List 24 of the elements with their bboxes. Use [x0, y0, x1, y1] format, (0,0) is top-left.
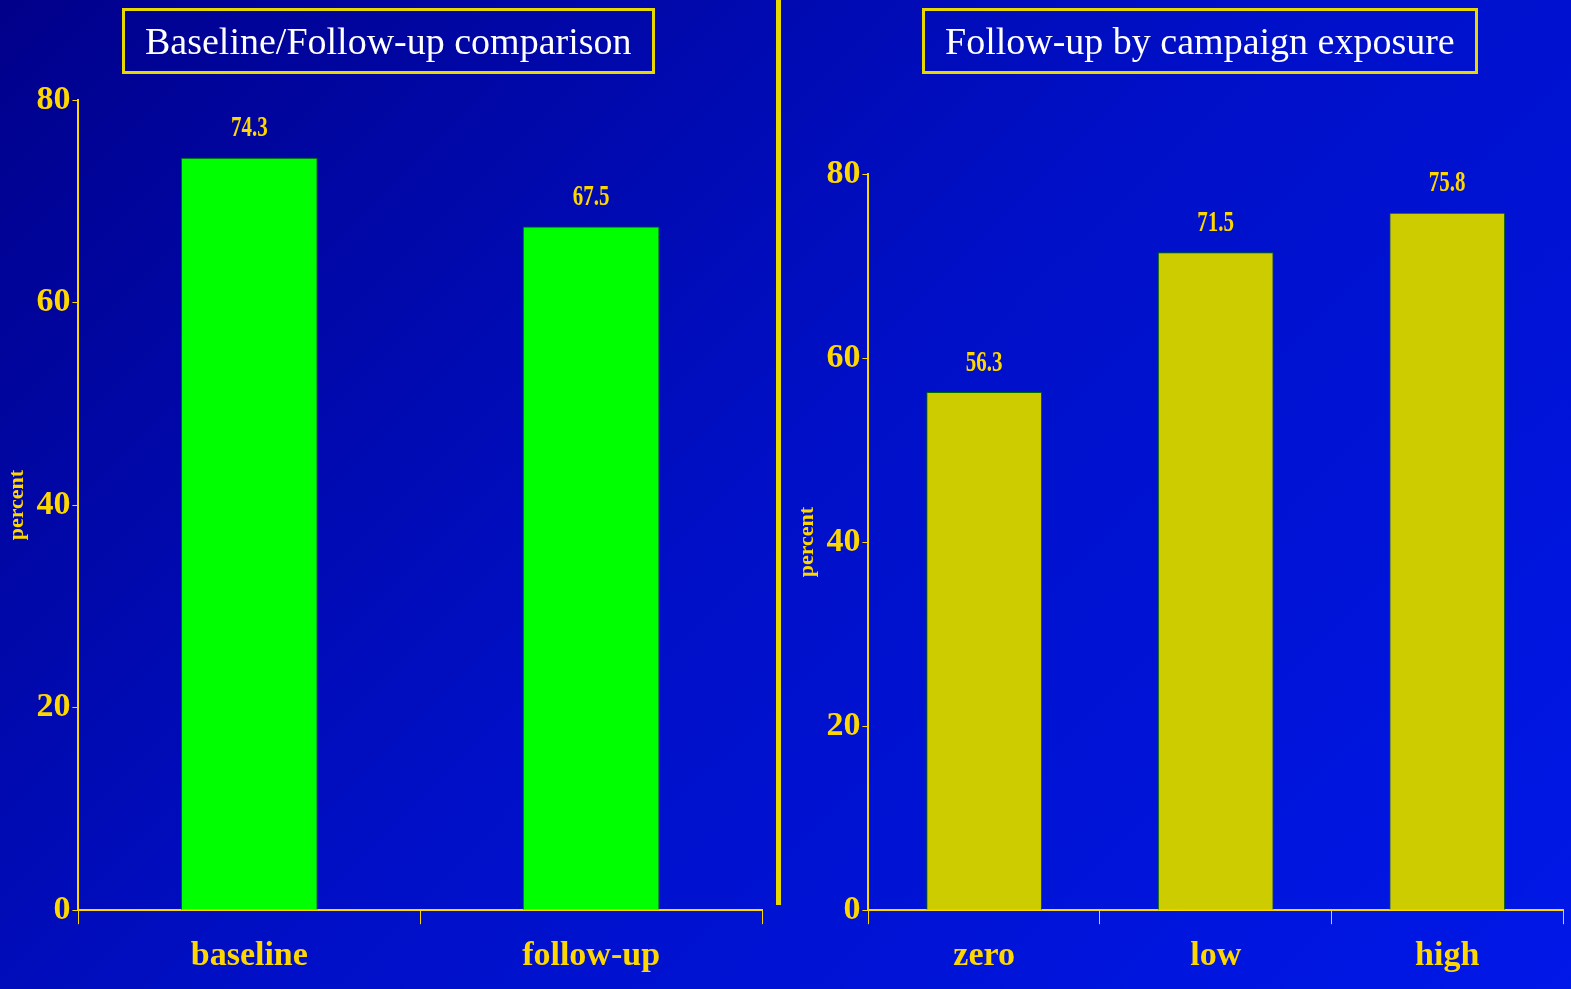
y-tick-label: 80 — [36, 78, 71, 116]
data-label: 56.3 — [965, 344, 1003, 378]
y-tick-label: 20 — [826, 704, 861, 742]
y-tick-label: 80 — [826, 152, 861, 190]
y-tick-label: 60 — [36, 281, 71, 319]
y-tick-label: 40 — [826, 520, 861, 558]
data-label: 71.5 — [1197, 204, 1235, 238]
y-axis-title: percent — [792, 506, 818, 578]
y-tick-label: 0 — [843, 888, 861, 926]
y-tick-label: 60 — [826, 336, 861, 374]
x-tick-label: follow-up — [522, 935, 661, 973]
y-axis-title: percent — [2, 469, 28, 541]
x-tick-label: low — [1190, 935, 1242, 973]
y-tick-label: 0 — [53, 888, 71, 926]
data-label: 67.5 — [572, 178, 610, 213]
data-label: 75.8 — [1428, 164, 1466, 199]
x-tick-label: high — [1415, 935, 1480, 973]
y-tick-label: 40 — [36, 483, 71, 521]
chart-title: Follow-up by campaign exposure — [922, 8, 1478, 74]
chart-title: Baseline/Follow-up comparison — [122, 8, 655, 74]
x-tick-label: zero — [953, 935, 1015, 973]
data-label: 74.3 — [230, 109, 268, 144]
y-tick-label: 20 — [36, 686, 71, 724]
x-tick-label: baseline — [190, 935, 308, 973]
